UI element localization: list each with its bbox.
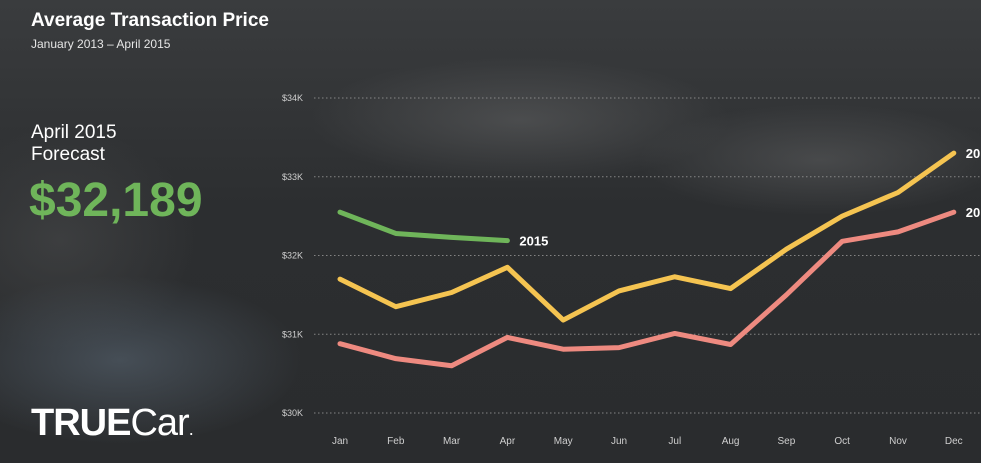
x-tick-label: Apr — [500, 436, 516, 447]
series-line-2015 — [337, 209, 510, 244]
logo-dot: . — [188, 419, 194, 439]
y-tick-label: $32K — [282, 251, 303, 261]
forecast-value: $32,189 — [29, 174, 203, 227]
x-tick-label: Jan — [332, 436, 348, 447]
series-line-2014 — [337, 150, 957, 323]
x-tick-label: Mar — [443, 436, 461, 447]
logo-part1: TRUE — [31, 402, 131, 444]
series-line-2013 — [337, 209, 957, 369]
x-tick-label: Jun — [611, 436, 627, 447]
y-tick-label: $30K — [282, 408, 303, 418]
x-tick-label: May — [554, 436, 573, 447]
forecast-label-line1: April 2015 — [31, 122, 117, 143]
forecast-label: April 2015 Forecast — [31, 122, 117, 166]
series-label-2013: 20 — [966, 205, 980, 220]
chart-title: Average Transaction Price — [31, 10, 269, 31]
series-label-2015: 2015 — [519, 234, 548, 249]
series-label-2014: 20 — [966, 146, 980, 161]
forecast-label-line2: Forecast — [31, 144, 105, 165]
truecar-logo: TRUECar. — [31, 402, 194, 444]
y-tick-label: $34K — [282, 93, 303, 103]
x-tick-label: Sep — [778, 436, 796, 447]
logo-part2: Car — [130, 402, 189, 444]
chart-subtitle: January 2013 – April 2015 — [31, 37, 171, 51]
x-tick-label: Feb — [387, 436, 405, 447]
x-tick-label: Aug — [722, 436, 740, 447]
x-tick-label: Dec — [945, 436, 963, 447]
x-tick-label: Jul — [668, 436, 681, 447]
y-tick-label: $33K — [282, 172, 303, 182]
y-tick-label: $31K — [282, 329, 303, 339]
x-tick-label: Oct — [834, 436, 850, 447]
x-tick-label: Nov — [889, 436, 907, 447]
